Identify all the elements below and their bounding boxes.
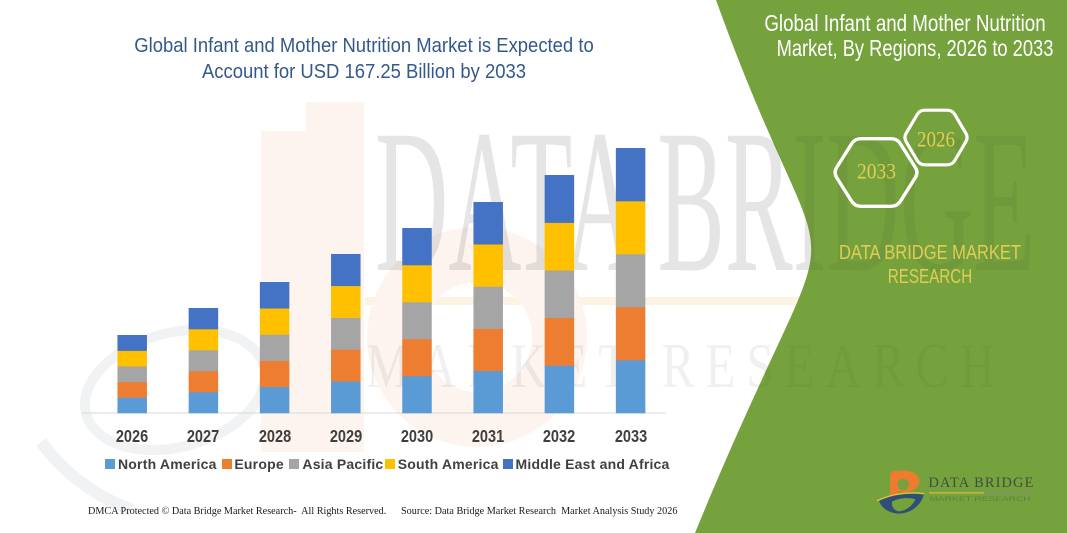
svg-text:DATA BRIDGE: DATA BRIDGE [375, 88, 1035, 315]
svg-text:DATA BRIDGE: DATA BRIDGE [929, 475, 1035, 491]
svg-text:MARKET RESEARCH: MARKET RESEARCH [930, 497, 1031, 503]
svg-text:2026: 2026 [917, 126, 955, 151]
svg-text:2033: 2033 [857, 158, 896, 183]
svg-text:MARKET RESEARCH: MARKET RESEARCH [366, 331, 1006, 401]
